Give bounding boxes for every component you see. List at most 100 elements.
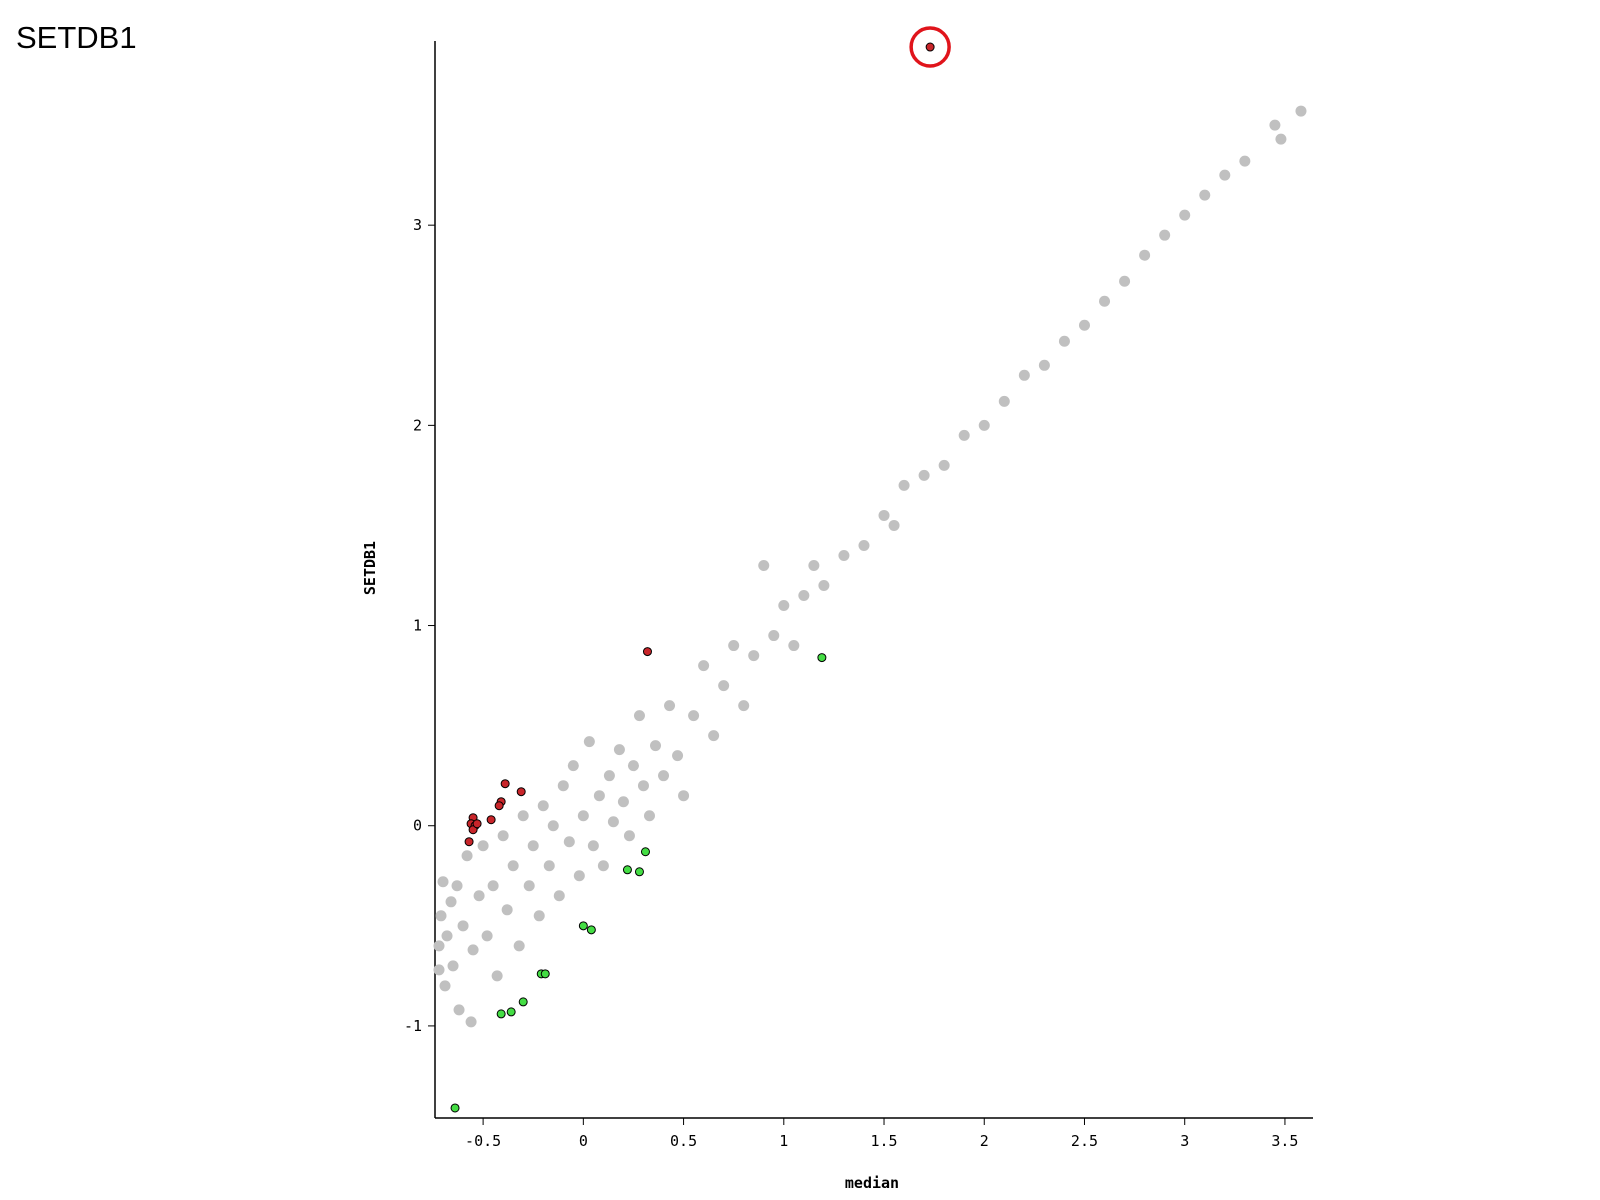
x-tick-label: 2.5 <box>1071 1132 1098 1150</box>
scatter-point <box>501 904 513 916</box>
scatter-point <box>481 930 493 942</box>
scatter-point <box>583 736 595 748</box>
scatter-point <box>603 770 615 782</box>
scatter-point <box>998 395 1010 407</box>
scatter-point <box>507 860 519 872</box>
scatter-point <box>540 969 550 979</box>
x-tick-label: 1.5 <box>870 1132 897 1150</box>
scatter-point <box>1099 295 1111 307</box>
scatter-point <box>617 796 629 808</box>
scatter-point <box>1018 369 1030 381</box>
scatter-point <box>672 750 684 762</box>
scatter-point <box>567 760 579 772</box>
scatter-point <box>439 980 451 992</box>
scatter-point <box>627 760 639 772</box>
scatter-point <box>650 740 662 752</box>
scatter-point <box>441 930 453 942</box>
scatter-point <box>461 850 473 862</box>
scatter-point <box>557 780 569 792</box>
scatter-point <box>433 964 445 976</box>
scatter-point <box>1058 335 1070 347</box>
scatter-point <box>1269 119 1281 131</box>
scatter-point <box>563 836 575 848</box>
scatter-point <box>607 816 619 828</box>
scatter-point <box>553 890 565 902</box>
scatter-point <box>500 779 510 789</box>
scatter-point <box>798 590 810 602</box>
y-axis-label: SETDB1 <box>361 541 379 595</box>
scatter-point <box>496 1009 506 1019</box>
scatter-point <box>708 730 720 742</box>
x-tick-label: -0.5 <box>465 1132 501 1150</box>
scatter-point <box>1179 209 1191 221</box>
scatter-point <box>473 890 485 902</box>
scatter-point <box>918 469 930 481</box>
scatter-point <box>613 744 625 756</box>
scatter-point <box>1078 319 1090 331</box>
scatter-point <box>437 876 449 888</box>
scatter-point <box>748 650 760 662</box>
scatter-point <box>577 810 589 822</box>
scatter-point <box>433 940 445 952</box>
scatter-point <box>597 860 609 872</box>
scatter-point <box>718 680 730 692</box>
scatter-point <box>487 880 499 892</box>
page-title: SETDB1 <box>16 20 137 55</box>
scatter-point <box>640 847 650 857</box>
scatter-point <box>1199 189 1211 201</box>
scatter-point <box>664 700 676 712</box>
scatter-point <box>486 815 496 825</box>
scatter-point <box>1239 155 1251 167</box>
scatter-point <box>1219 169 1231 181</box>
scatter-point <box>491 970 503 982</box>
scatter-point <box>818 580 830 592</box>
scatter-point <box>728 640 740 652</box>
scatter-point <box>658 770 670 782</box>
scatter-point <box>517 810 529 822</box>
scatter-point <box>643 810 655 822</box>
scatter-point <box>453 1004 465 1016</box>
scatter-point <box>451 880 463 892</box>
scatter-point <box>698 660 710 672</box>
scatter-point <box>938 459 950 471</box>
scatter-point <box>506 1007 516 1017</box>
x-tick-label: 1 <box>779 1132 788 1150</box>
scatter-point <box>768 630 780 642</box>
scatter-point <box>472 819 482 829</box>
scatter-point <box>808 559 820 571</box>
highlight-ring <box>909 26 951 68</box>
scatter-point <box>593 790 605 802</box>
scatter-point <box>586 925 596 935</box>
scatter-point <box>467 944 479 956</box>
scatter-point <box>633 710 645 722</box>
y-tick-label: 3 <box>413 216 422 234</box>
scatter-point <box>758 559 770 571</box>
scatter-point <box>778 600 790 612</box>
scatter-point <box>435 910 447 922</box>
scatter-point <box>464 837 474 847</box>
scatter-point <box>533 910 545 922</box>
scatter-point <box>1038 359 1050 371</box>
x-axis-label: median <box>845 1174 899 1192</box>
y-tick-label: 0 <box>413 817 422 835</box>
scatter-point <box>543 860 555 872</box>
scatter-point <box>1275 133 1287 145</box>
scatter-point <box>457 920 469 932</box>
scatter-point <box>925 42 935 52</box>
scatter-point <box>494 801 504 811</box>
scatter-point <box>637 780 649 792</box>
scatter-point <box>1119 275 1131 287</box>
scatter-point <box>817 653 827 663</box>
scatter-point <box>477 840 489 852</box>
scatter-point <box>547 820 559 832</box>
scatter-point <box>622 865 632 875</box>
scatter-point <box>738 700 750 712</box>
x-tick-label: 0.5 <box>670 1132 697 1150</box>
scatter-point <box>527 840 539 852</box>
scatter-point <box>450 1103 460 1113</box>
scatter-point <box>688 710 700 722</box>
x-tick-label: 3.5 <box>1271 1132 1298 1150</box>
scatter-point <box>516 787 526 797</box>
